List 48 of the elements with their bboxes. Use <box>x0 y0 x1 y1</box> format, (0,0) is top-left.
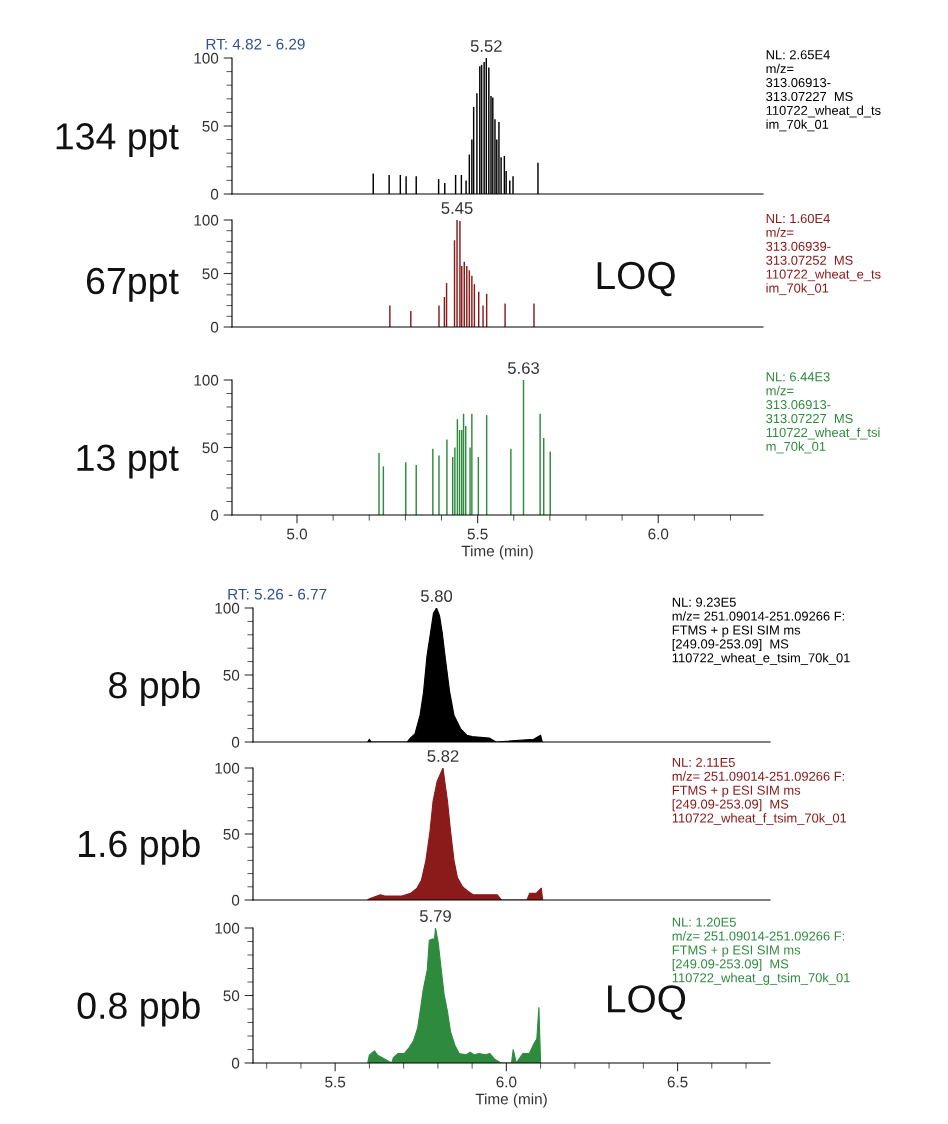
y-tick-label: 50 <box>223 669 240 681</box>
text: NL: 1.60E4 m/z= 313.06939- 313.07252 MS 110722_wheat_e_ts im_70k_01 <box>766 213 881 296</box>
text: NL: 1.20E5 m/z= 251.09014-251.09266 F: FTMS + p ESI SIM ms [249.09-253.09] MS 110722_wheat_g_tsim_70k_01 <box>672 917 850 985</box>
y-tick-label: 0 <box>231 894 240 906</box>
y-axis-title: 0.8 ppb <box>77 991 200 1027</box>
chart-title: RT: 4.82 - 6.29 <box>206 38 305 50</box>
y-tick-label: 100 <box>215 762 240 774</box>
x-tick-label: 5.0 <box>287 528 308 540</box>
x-tick-label: 5.5 <box>325 1076 346 1088</box>
text: NL: 2.65E4 m/z= 313.06913- 313.07227 MS 110722_wheat_d_ts im_70k_01 <box>766 50 881 132</box>
x-axis-title: Time (min) <box>475 1093 547 1108</box>
x-tick-label: 5.5 <box>467 528 488 540</box>
y-tick-label: 0 <box>231 1057 240 1069</box>
annotation: 5.45 <box>441 202 473 214</box>
y-axis-title: 67ppt <box>86 267 179 302</box>
chart-title: RT: 5.26 - 6.77 <box>228 588 327 600</box>
y-tick-label: 0 <box>231 736 240 748</box>
y-axis-title: 1.6 ppb <box>79 829 200 865</box>
annotation: 5.80 <box>420 590 453 602</box>
y-tick-label: 0 <box>210 188 219 200</box>
x-tick-label: 6.0 <box>496 1076 517 1088</box>
annotation: 5.63 <box>507 362 539 374</box>
y-axis-title: 8 ppb <box>109 670 200 706</box>
text: NL: 2.11E5 m/z= 251.09014-251.09266 F: FTMS + p ESI SIM ms [249.09-253.09] MS 110722_wheat_f_tsim_70k_01 <box>672 757 847 826</box>
y-axis-title: 134 ppt <box>56 123 179 158</box>
y-tick-label: 100 <box>215 922 240 934</box>
annotation: LOQ <box>608 985 686 1020</box>
text: NL: 6.44E3 m/z= 313.06913- 313.07227 MS 110722_wheat_f_tsi m_70k_01 <box>766 372 880 454</box>
y-tick-label: 100 <box>194 374 219 386</box>
text: NL: 9.23E5 m/z= 251.09014-251.09266 F: FTMS + p ESI SIM ms [249.09-253.09] MS 110722_wheat_e_tsim_70k_01 <box>672 597 850 665</box>
y-tick-label: 50 <box>202 120 219 132</box>
y-tick-label: 50 <box>202 442 219 454</box>
y-tick-label: 50 <box>202 268 219 280</box>
y-tick-label: 0 <box>210 509 219 521</box>
y-tick-label: 100 <box>194 52 219 64</box>
y-tick-label: 50 <box>223 828 240 840</box>
y-tick-label: 50 <box>223 990 240 1002</box>
annotation: LOQ <box>597 261 675 297</box>
x-axis-title: Time (min) <box>461 545 533 560</box>
y-tick-label: 100 <box>215 602 240 614</box>
x-tick-label: 6.5 <box>667 1076 688 1088</box>
annotation: 5.52 <box>470 40 502 52</box>
y-axis-title: 13 ppt <box>77 444 179 479</box>
annotation: 5.82 <box>427 750 459 762</box>
y-tick-label: 100 <box>194 214 219 226</box>
annotation: 5.79 <box>419 910 451 922</box>
y-tick-label: 0 <box>210 321 219 333</box>
x-tick-label: 6.0 <box>648 528 669 540</box>
